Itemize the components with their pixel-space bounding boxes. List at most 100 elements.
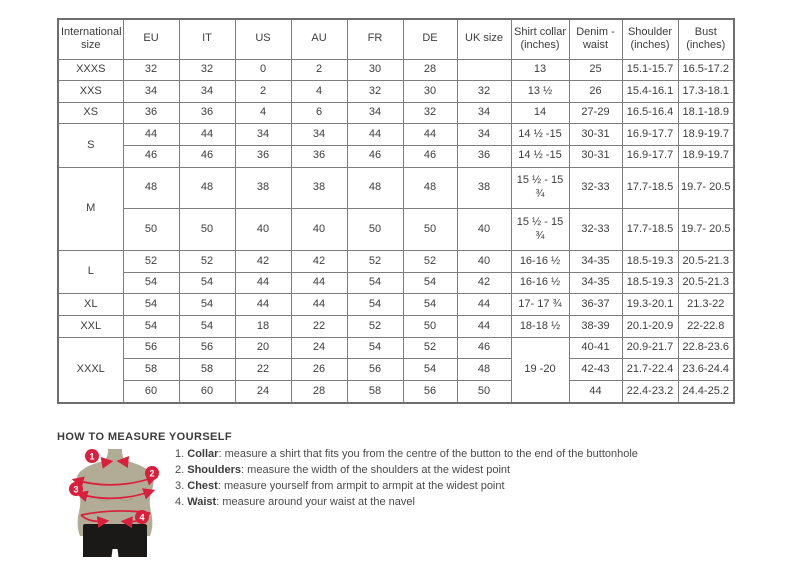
table-row: 46 46 36 36 46 46 36 14 ½ -15 30-31 16.9-17.7 18.9… (58, 145, 735, 168)
table-cell: 28 (290, 379, 348, 404)
table-cell: 40 (456, 208, 512, 252)
table-cell: 20.1-20.9 (621, 315, 679, 338)
table-cell: 54 (402, 271, 458, 295)
table-cell: 44 (234, 271, 292, 295)
table-cell: 34 (290, 123, 348, 146)
table-row: XXL 54 54 18 22 52 50 44 18-18 ½ 38-39 20.1-20.9 22… (57, 315, 735, 338)
svg-text:4: 4 (139, 512, 144, 522)
table-cell: 15 ½ - 15 ¾ (510, 166, 570, 210)
table-cell: 50 (402, 315, 458, 338)
table-cell: 32 (402, 101, 458, 125)
table-cell: 48 (346, 166, 404, 210)
measure-step: 4. Waist: measure around your waist at t… (175, 496, 415, 508)
table-cell: 20 (234, 336, 292, 360)
table-cell: 18.5-19.3 (621, 250, 679, 273)
table-cell: 52 (402, 336, 458, 360)
step-badge-3: 3 (69, 482, 83, 496)
table-cell: 24 (234, 379, 292, 404)
table-cell: 36 (234, 145, 292, 168)
table-cell: 36 (122, 101, 180, 125)
table-cell: 14 (510, 101, 570, 125)
table-cell: 48 (402, 166, 458, 210)
table-cell: 20.5-21.3 (677, 250, 735, 273)
table-cell: 44 (122, 123, 180, 146)
size-label-cell: XXXL (57, 336, 124, 404)
table-cell: 58 (122, 358, 180, 381)
table-cell: 46 (346, 145, 404, 168)
table-cell: 28 (402, 58, 458, 82)
table-row: 58 58 22 26 56 54 48 42-43 21.7-22.4 23.6-24.4 (58, 358, 735, 381)
header-cell: IT (178, 18, 236, 60)
table-cell: 30 (402, 80, 458, 103)
mannequin-figure-icon: 1 2 3 4 (69, 449, 159, 557)
table-cell: 34-35 (568, 271, 623, 295)
svg-text:2: 2 (149, 468, 154, 478)
table-cell: 2 (290, 58, 348, 82)
table-cell: 54 (346, 336, 404, 360)
table-cell: 54 (178, 293, 236, 317)
size-chart-header: International size EU IT US AU FR DE UK size Shi… (57, 18, 735, 60)
table-cell: 60 (178, 379, 236, 404)
table-cell: 38-39 (568, 315, 623, 338)
table-cell: 26 (290, 358, 348, 381)
table-cell: 56 (346, 358, 404, 381)
step-badge-1: 1 (85, 449, 99, 463)
step-badge-2: 2 (145, 466, 159, 480)
table-cell: 16.5-16.4 (621, 101, 679, 125)
header-cell: Denim - waist (568, 18, 623, 60)
step-label: Chest (187, 480, 218, 492)
measure-step: 2. Shoulders: measure the width of the s… (175, 464, 511, 476)
table-cell: 54 (178, 315, 236, 338)
step-label: Collar (187, 448, 219, 460)
table-cell: 16-16 ½ (510, 271, 570, 295)
table-cell: 52 (346, 250, 404, 273)
table-cell: 34 (122, 80, 180, 103)
table-cell: 19 -20 (510, 336, 570, 404)
table-cell: 34 (178, 80, 236, 103)
table-cell: 30 (346, 58, 404, 82)
table-cell: 58 (178, 358, 236, 381)
shoulders-measure-line (71, 474, 159, 488)
table-cell: 54 (122, 293, 180, 317)
table-cell: 18.1-18.9 (677, 101, 735, 125)
table-cell: 13 ½ (510, 80, 570, 103)
table-row: M 48 48 38 38 48 48 38 15 ½ - 15 ¾ 32-33 17.7-18.5… (57, 166, 735, 252)
table-row: 54 54 44 44 54 54 42 16-16 ½ 34-35 18.5-19.3 20.5-… (58, 271, 735, 295)
table-cell: 17.7-18.5 (621, 208, 679, 252)
table-cell: 27-29 (568, 101, 623, 125)
table-cell: 54 (122, 271, 180, 295)
measure-steps-list: 1. Collar: measure a shirt that fits you… (175, 449, 638, 513)
size-label-cell: XXXS (57, 58, 124, 82)
table-cell: 44 (234, 293, 292, 317)
header-cell: US (234, 18, 292, 60)
table-cell: 40-41 (568, 336, 623, 360)
table-cell: 16.9-17.7 (621, 123, 679, 146)
size-label-cell: M (57, 166, 124, 252)
table-cell: 52 (178, 250, 236, 273)
step-number: 1. (175, 448, 185, 460)
table-cell: 22 (290, 315, 348, 338)
table-cell: 2 (234, 80, 292, 103)
table-cell: 22.8-23.6 (677, 336, 735, 360)
step-text: measure a shirt that fits you from the c… (224, 448, 638, 460)
header-cell: DE (402, 18, 458, 60)
step-label: Shoulders (187, 464, 242, 476)
table-cell: 16-16 ½ (510, 250, 570, 273)
header-cell: Shirt collar (inches) (510, 18, 570, 60)
mannequin-pants (83, 524, 147, 557)
table-cell: 32 (122, 58, 180, 82)
table-cell: 38 (234, 166, 292, 210)
table-cell: 36 (178, 101, 236, 125)
table-cell: 46 (402, 145, 458, 168)
table-cell: 38 (456, 166, 512, 210)
header-cell: UK size (456, 18, 512, 60)
header-cell: Bust (inches) (677, 18, 735, 60)
table-cell: 56 (402, 379, 458, 404)
table-cell: 36 (290, 145, 348, 168)
table-cell: 54 (346, 271, 404, 295)
table-cell: 34 (456, 101, 512, 125)
table-cell: 32 (178, 58, 236, 82)
table-cell: 15.4-16.1 (621, 80, 679, 103)
table-cell: 18-18 ½ (510, 315, 570, 338)
